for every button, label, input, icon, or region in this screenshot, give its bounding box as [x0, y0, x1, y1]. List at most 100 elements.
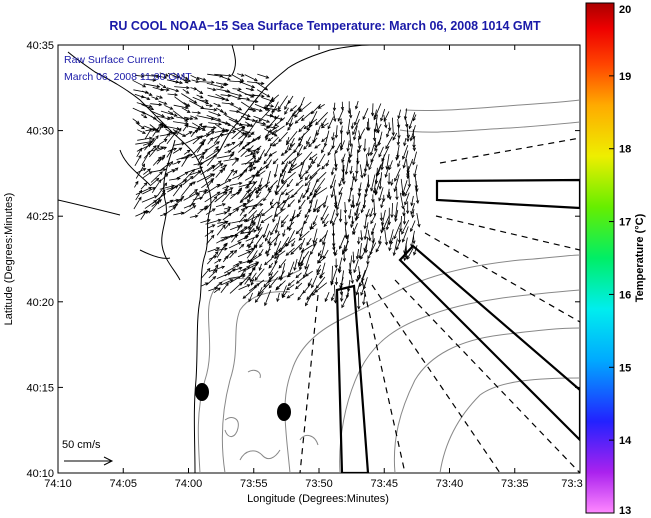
- current-vector: [319, 272, 325, 278]
- current-vector-head: [286, 273, 291, 278]
- colorbar-ticks: 20 19 18 17 16 15 14 13: [609, 2, 632, 517]
- current-vector: [193, 162, 204, 166]
- current-vector: [183, 203, 196, 209]
- chart-title: RU COOL NOAA−15 Sea Surface Temperature:…: [109, 19, 541, 33]
- current-vector: [278, 270, 286, 280]
- current-vector: [297, 144, 304, 156]
- current-vector: [132, 79, 146, 88]
- current-vector: [309, 191, 318, 204]
- current-vector-head: [295, 274, 300, 279]
- current-vector: [183, 149, 191, 155]
- current-vector: [176, 116, 189, 120]
- current-vector: [196, 173, 214, 183]
- current-vector-head: [261, 212, 266, 217]
- current-vector: [362, 108, 369, 120]
- current-vector: [339, 234, 346, 249]
- current-vector: [316, 264, 321, 273]
- current-vector-head: [252, 221, 256, 226]
- current-vector: [242, 286, 257, 299]
- current-vector-head: [235, 208, 240, 212]
- current-vector-head: [158, 123, 162, 127]
- current-vector: [333, 102, 336, 111]
- current-vector-head: [352, 231, 356, 236]
- current-vector: [241, 160, 258, 165]
- current-vector: [385, 164, 390, 178]
- current-vector: [215, 169, 223, 178]
- current-vector: [220, 282, 229, 293]
- current-vector-head: [219, 163, 224, 167]
- current-vector: [220, 94, 231, 97]
- current-vector: [270, 222, 278, 236]
- current-vector-head: [254, 299, 259, 303]
- current-vector: [275, 283, 282, 291]
- current-vector: [183, 192, 199, 201]
- current-vector: [237, 266, 250, 273]
- current-vector: [265, 230, 271, 242]
- current-vector-head: [338, 183, 342, 188]
- current-vector-head: [246, 114, 251, 118]
- current-vector-head: [240, 243, 245, 248]
- current-vector-head: [268, 264, 272, 269]
- current-vector-head: [281, 180, 286, 185]
- current-vector: [324, 130, 330, 147]
- current-vector-head: [355, 291, 359, 296]
- current-vector: [169, 177, 181, 181]
- current-vector-head: [241, 126, 246, 131]
- current-vector-head: [138, 189, 143, 194]
- current-vector: [265, 104, 274, 107]
- current-vector-head: [397, 163, 401, 168]
- current-vector: [364, 222, 369, 240]
- colorbar-tick-label: 13: [619, 505, 631, 517]
- current-vector-head: [173, 113, 178, 117]
- current-vector: [166, 130, 178, 145]
- current-vector-head: [255, 235, 260, 239]
- current-vector-head: [235, 158, 240, 162]
- current-vector-head: [263, 283, 267, 288]
- current-vector: [333, 237, 336, 255]
- current-vector-head: [227, 272, 232, 276]
- current-vector: [374, 187, 377, 195]
- current-vector: [197, 205, 208, 215]
- current-vector: [249, 163, 255, 168]
- current-vector: [213, 287, 221, 294]
- current-vector-head: [370, 112, 375, 117]
- current-vector: [207, 95, 225, 100]
- current-vector: [266, 243, 272, 257]
- current-vector: [208, 266, 225, 272]
- current-vector-head: [162, 124, 167, 128]
- current-vector: [266, 123, 273, 129]
- current-vector: [256, 156, 262, 163]
- current-vector: [136, 148, 142, 158]
- current-vector: [286, 136, 290, 144]
- current-vector: [134, 93, 145, 98]
- current-vector: [172, 129, 186, 137]
- current-vector: [402, 180, 408, 195]
- lane-box-southeast: [398, 244, 580, 442]
- current-vector-head: [163, 75, 168, 80]
- current-vector: [289, 163, 297, 171]
- current-vector-head: [213, 108, 218, 112]
- current-vector: [274, 250, 286, 259]
- current-vector-head: [399, 228, 403, 233]
- current-vector-head: [209, 103, 214, 108]
- current-vector: [206, 115, 221, 121]
- current-vector: [137, 137, 152, 141]
- x-tick-label: 73:50: [305, 478, 333, 490]
- current-vector: [189, 192, 200, 208]
- current-vector: [295, 282, 303, 290]
- current-vector-head: [210, 234, 215, 239]
- current-vector-head: [253, 203, 258, 208]
- current-vector: [224, 222, 231, 230]
- current-vector: [353, 125, 358, 140]
- current-vector: [183, 102, 190, 107]
- current-vector: [245, 248, 254, 252]
- current-vector: [334, 284, 336, 303]
- current-vector: [334, 142, 342, 154]
- current-vector-head: [189, 182, 193, 186]
- current-vector-head: [360, 209, 364, 214]
- current-vector: [366, 208, 370, 218]
- current-vector-head: [178, 198, 183, 202]
- current-vector: [252, 135, 262, 142]
- current-vector: [228, 102, 242, 111]
- current-vector: [132, 107, 146, 115]
